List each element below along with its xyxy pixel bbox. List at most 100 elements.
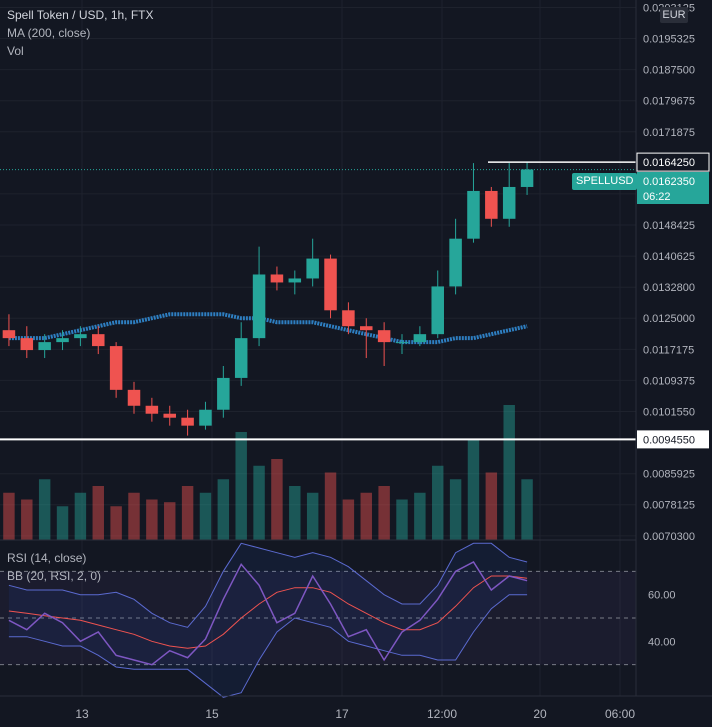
- ma-line: [8, 312, 528, 345]
- price-tick-label: 0.0187500: [643, 65, 695, 77]
- low-label: 0.0094550: [643, 434, 695, 446]
- candle-body: [467, 190, 480, 239]
- price-axis[interactable]: 0.02031250.01953250.01875000.01796750.01…: [635, 0, 712, 696]
- candle-body: [217, 377, 230, 410]
- volume-bar: [3, 492, 15, 540]
- ticker-tag: SPELLUSD: [572, 173, 638, 190]
- volume-bar: [503, 405, 515, 540]
- last-price-label: 0.0162350: [643, 176, 695, 188]
- candle-body: [485, 190, 498, 219]
- price-tick-label: 0.0109375: [643, 375, 695, 387]
- volume-bar: [360, 492, 372, 540]
- volume-bar: [199, 492, 212, 540]
- bb-basis-line: [8, 575, 528, 649]
- candle-body: [234, 338, 248, 378]
- grid-lines: [0, 0, 636, 696]
- volume-bar: [378, 486, 390, 540]
- price-tick-label: 0.0101550: [643, 407, 695, 419]
- bb-lower-line: [8, 594, 528, 698]
- rsi-line: [8, 561, 528, 666]
- candle-body: [163, 413, 176, 418]
- bb-upper-line: [8, 542, 528, 628]
- candle-body: [270, 274, 284, 283]
- time-tick-label: 15: [205, 707, 219, 721]
- legend-bb: BB (20, RSI, 2, 0): [7, 569, 102, 583]
- candle-body: [520, 169, 534, 187]
- candle-body: [324, 258, 337, 311]
- volume-bar: [289, 486, 301, 540]
- candle-body: [413, 334, 427, 343]
- volume-bar: [56, 506, 69, 540]
- price-tick-label: 0.0195325: [643, 33, 695, 45]
- countdown-label: 06:22: [643, 191, 671, 203]
- horizontal-lines[interactable]: [0, 161, 636, 441]
- volume-bar: [146, 499, 158, 540]
- candle-body: [306, 258, 319, 279]
- price-tick-label: 0.0132800: [643, 282, 695, 294]
- volume-bar: [74, 492, 87, 540]
- candle-body: [502, 186, 516, 219]
- volume-bar: [217, 479, 230, 540]
- candle-body: [127, 389, 141, 406]
- volume-bar: [306, 492, 319, 540]
- volume-bar: [271, 459, 283, 540]
- price-tick-label: 0.0078125: [643, 500, 695, 512]
- volume-bar: [414, 492, 426, 540]
- time-tick-label: 12:00: [427, 707, 457, 721]
- volume-bar: [342, 499, 355, 540]
- candle-body: [342, 310, 355, 327]
- volume-bar: [38, 479, 51, 540]
- volume-bar: [235, 432, 247, 540]
- low-label-box: [637, 430, 709, 449]
- ma-200-line: [8, 312, 528, 345]
- time-tick-label: 06:00: [605, 707, 635, 721]
- time-tick-label: 17: [335, 707, 349, 721]
- time-tick-label: 20: [533, 707, 547, 721]
- volume-bar: [21, 499, 33, 540]
- legend-vol: Vol: [7, 44, 24, 58]
- candle-body: [181, 417, 194, 426]
- volume-bar: [110, 506, 122, 540]
- price-tick-label: 0.0148425: [643, 220, 695, 232]
- volume-bar: [128, 492, 140, 540]
- candle-body: [252, 274, 266, 339]
- volume-bar: [396, 499, 408, 540]
- candle-body: [199, 409, 212, 426]
- price-tick-label: 0.0125000: [643, 313, 695, 325]
- volume-bar: [485, 472, 498, 540]
- candle-body: [2, 330, 16, 339]
- candle-body: [377, 330, 391, 343]
- bb-fill: [8, 543, 528, 698]
- legend-rsi: RSI (14, close): [7, 551, 87, 565]
- candle-body: [395, 342, 409, 344]
- rsi-tick-label: 60.00: [648, 590, 676, 602]
- candle-body: [92, 334, 105, 347]
- legend-title: Spell Token / USD, 1h, FTX: [7, 8, 154, 22]
- volume-bar: [92, 486, 104, 540]
- price-tick-label: 0.0171875: [643, 127, 695, 139]
- candle-body: [56, 338, 69, 343]
- volume-bar: [467, 438, 480, 540]
- volume-bar: [432, 465, 444, 540]
- volume-bar: [253, 465, 265, 540]
- candle-body: [38, 342, 51, 351]
- currency-badge[interactable]: EUR: [660, 7, 688, 23]
- volume-bar: [521, 479, 533, 540]
- candlestick-pane: [2, 162, 534, 436]
- candle-body: [288, 278, 302, 283]
- volume-bar: [449, 479, 462, 540]
- price-tick-label: 0.0085925: [643, 469, 695, 481]
- candle-body: [109, 346, 123, 390]
- time-tick-label: 13: [75, 707, 89, 721]
- last-price-box: [637, 172, 709, 204]
- volume-bar: [324, 472, 337, 540]
- price-tick-label: 0.0117175: [643, 344, 694, 356]
- volume-bar: [181, 486, 194, 540]
- price-tick-label: 0.0179675: [643, 96, 695, 108]
- high-label-box: [636, 152, 710, 172]
- time-axis[interactable]: 13 15 17 12:00 20 06:00: [0, 695, 712, 721]
- price-tick-label: 0.0070300: [643, 531, 695, 543]
- price-axis-bg: [636, 0, 712, 696]
- volume-pane: [3, 405, 533, 540]
